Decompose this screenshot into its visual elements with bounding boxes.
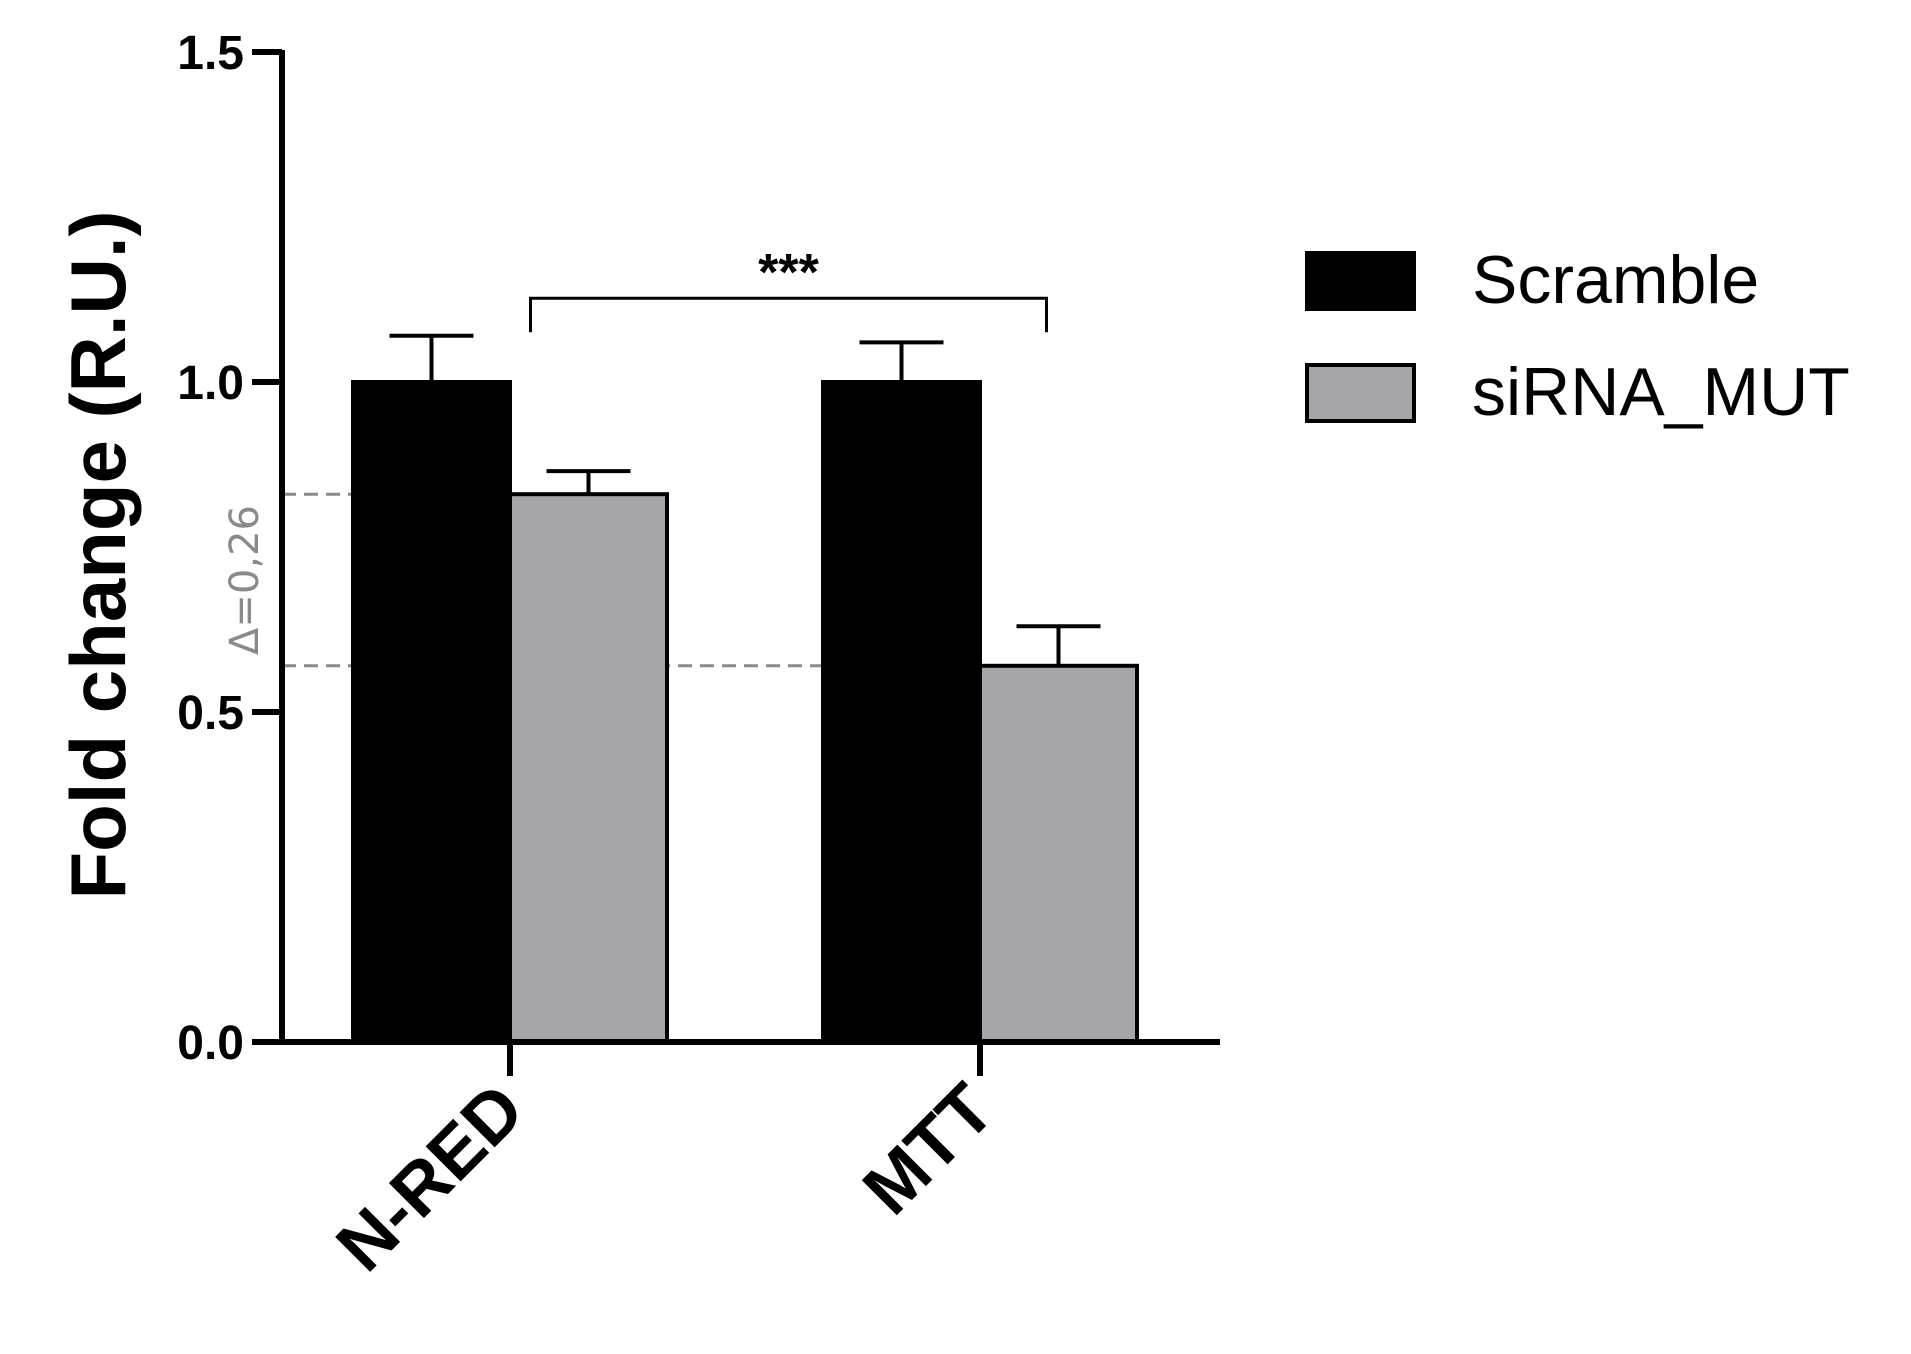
bar-siRNA_MUT-MTT [978, 663, 1139, 1044]
annotations-group: Δ=0,26 *** [222, 244, 1048, 655]
legend: Scramble siRNA_MUT [1305, 242, 1850, 430]
y-tick-label-0.5: 0.5 [177, 687, 244, 740]
bar-siRNA_MUT-N-RED [508, 492, 669, 1044]
bars-group [351, 380, 1139, 1044]
x-tick-label-N-RED: N-RED [322, 1069, 540, 1287]
bar-Scramble-MTT [821, 380, 982, 1044]
axes-group: 0.0 0.5 1.0 1.5 N-RED MTT [177, 27, 1220, 1287]
x-tick-label-MTT: MTT [848, 1069, 1009, 1230]
y-tick-label-1.5: 1.5 [177, 27, 244, 80]
legend-swatch-Scramble [1305, 251, 1416, 311]
y-tick-label-0.0: 0.0 [177, 1017, 244, 1070]
delta-label: Δ=0,26 [222, 505, 268, 655]
y-tick-label-1.0: 1.0 [177, 357, 244, 410]
error-bars-group [389, 333, 1101, 666]
legend-label-Scramble: Scramble [1472, 242, 1759, 318]
significance-label: *** [758, 244, 819, 302]
bar-Scramble-N-RED [351, 380, 512, 1044]
legend-swatch-siRNA_MUT [1305, 363, 1416, 423]
legend-label-siRNA_MUT: siRNA_MUT [1472, 354, 1850, 430]
y-axis-title: Fold change (R.U.) [54, 211, 142, 900]
significance-bracket [529, 296, 1048, 333]
